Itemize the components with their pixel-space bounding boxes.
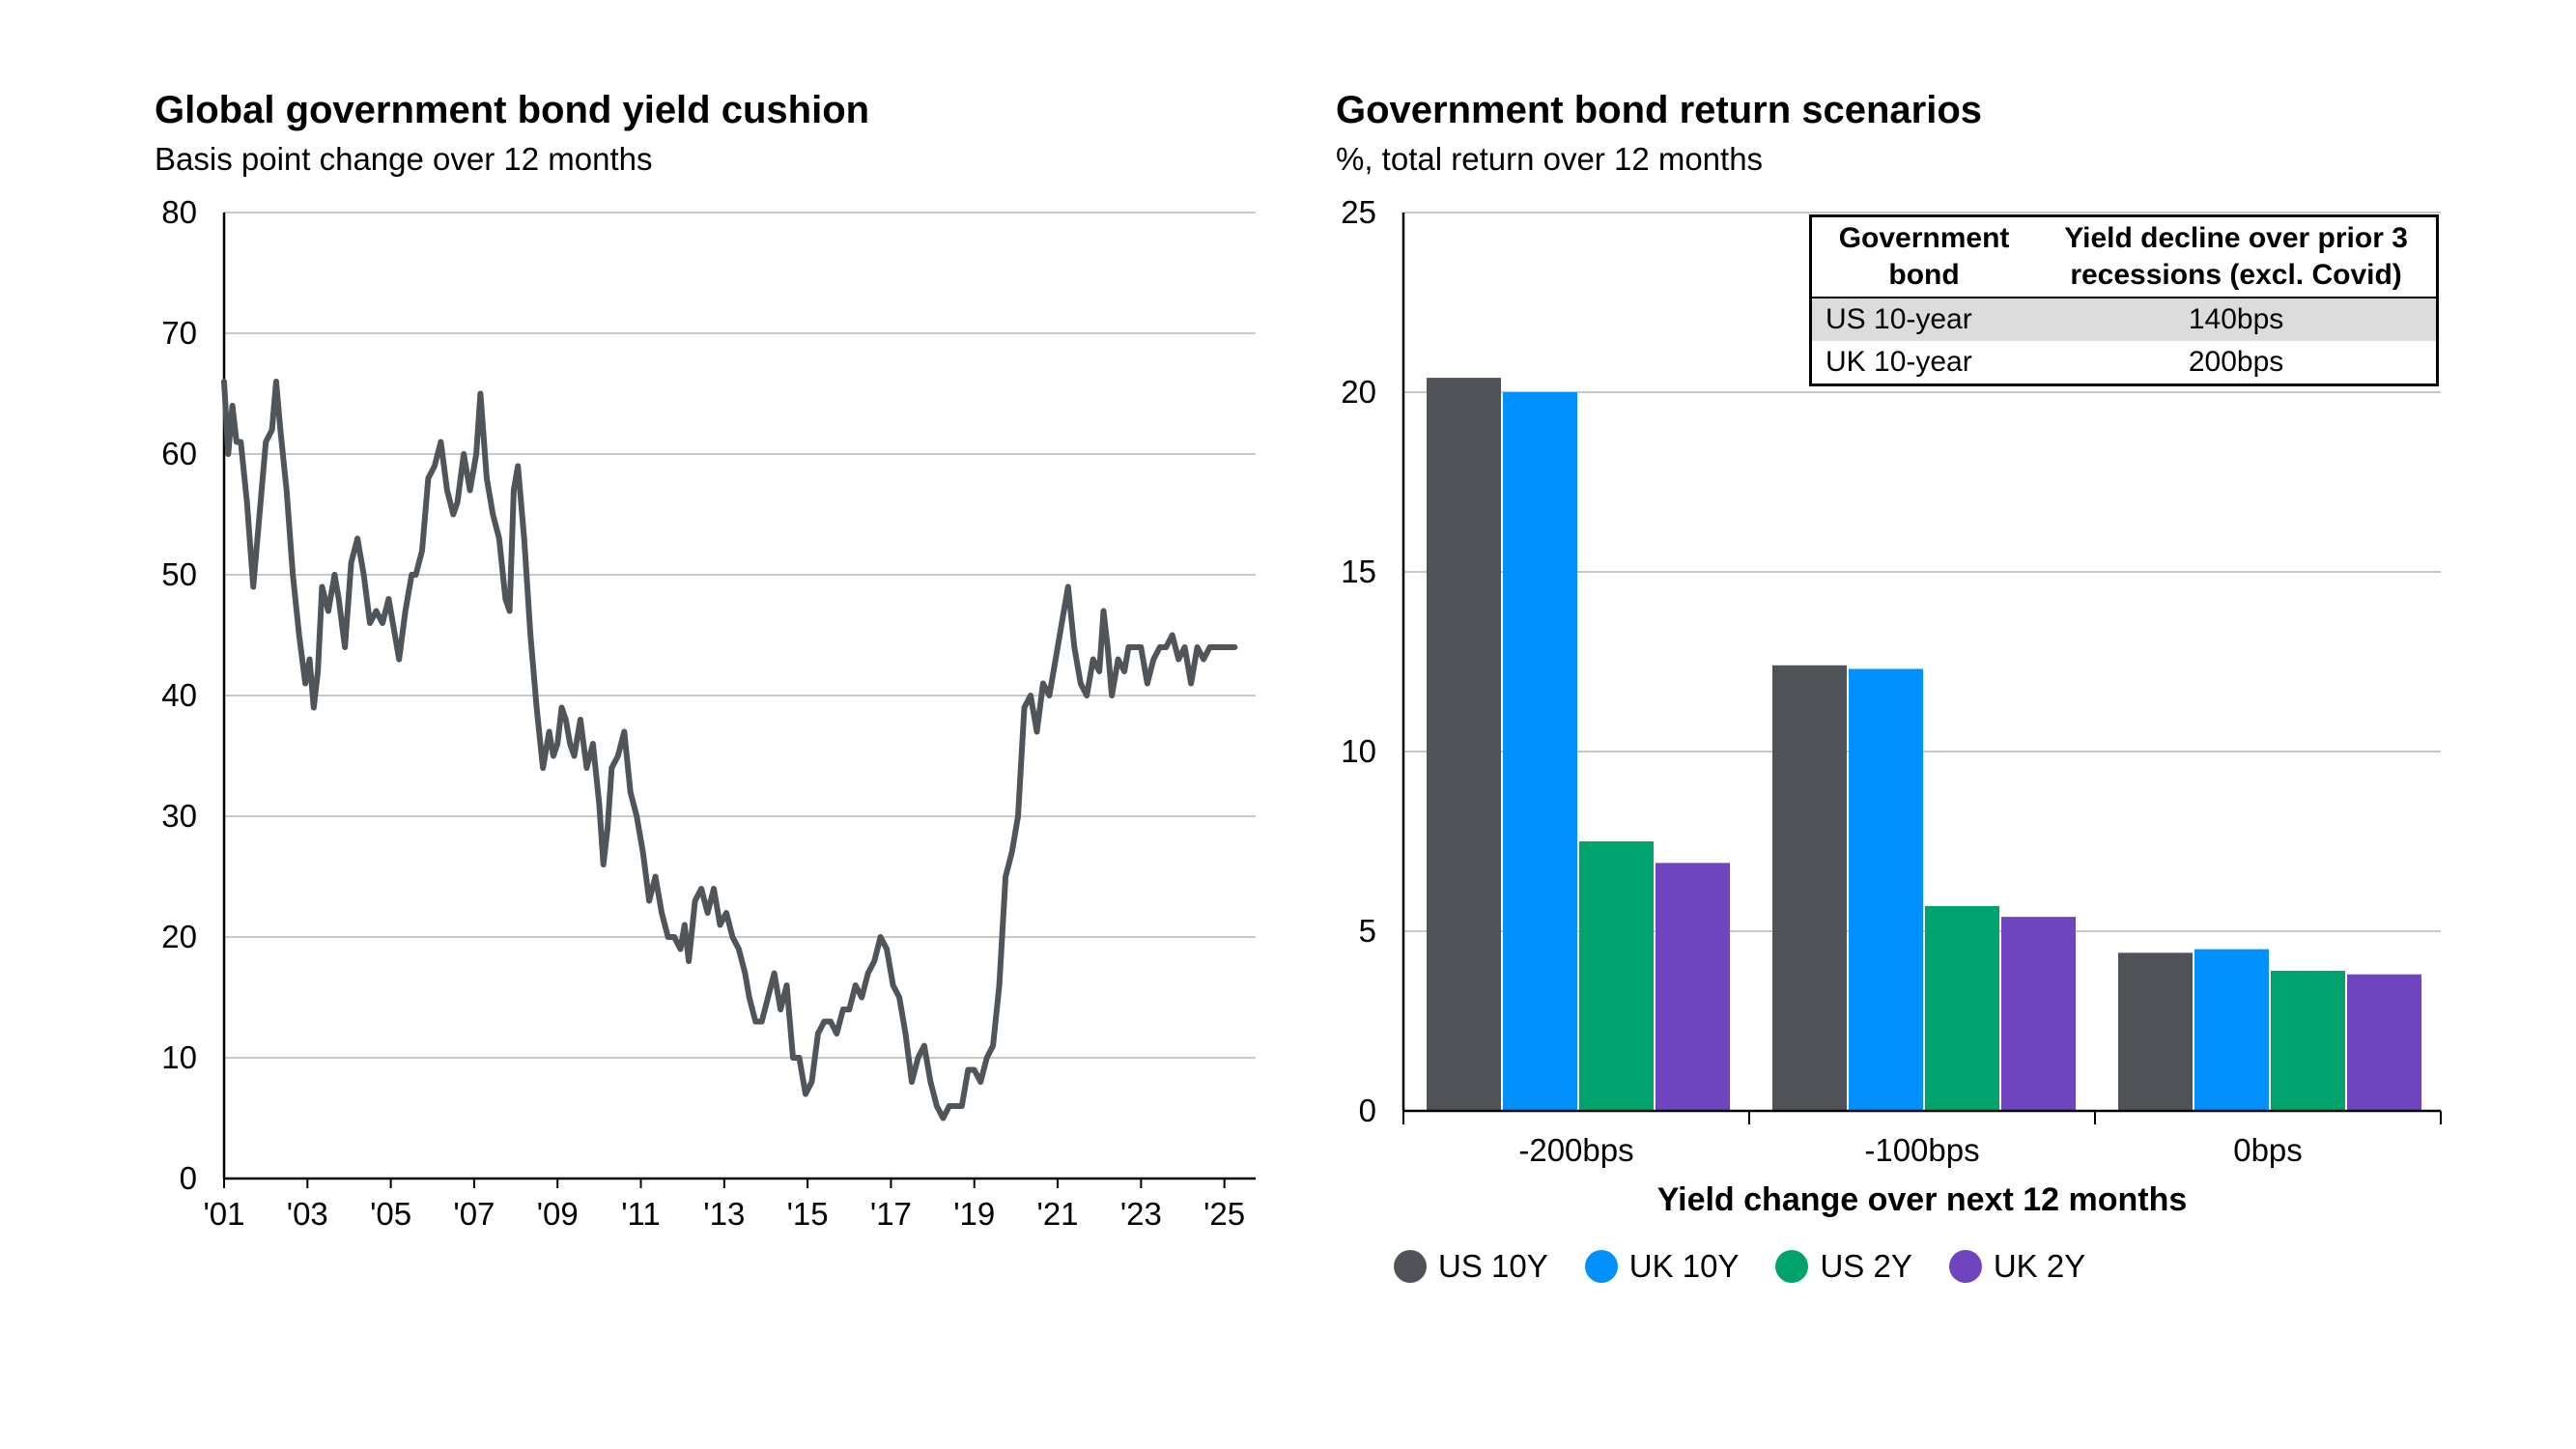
y-tick-label: 5 (1359, 913, 1376, 949)
y-tick-label: 20 (1341, 374, 1376, 410)
y-tick-label: 60 (161, 436, 197, 471)
y-tick-label: 30 (161, 798, 197, 834)
table-cell-bond: UK 10-year (1826, 346, 1972, 378)
legend-item: US 2Y (1775, 1248, 1912, 1285)
legend-label: US 10Y (1438, 1248, 1548, 1284)
legend-swatch (1394, 1250, 1427, 1283)
left-chart-title: Global government bond yield cushion (155, 89, 870, 131)
x-tick-label: 0bps (2233, 1132, 2303, 1168)
bar (1772, 665, 1847, 1111)
bar (1503, 392, 1577, 1111)
bar (1849, 668, 1923, 1111)
legend-item: UK 2Y (1948, 1248, 2086, 1285)
x-tick-label: '07 (453, 1196, 495, 1232)
table-header-bond: Government bond (1810, 215, 2037, 298)
x-tick-label: '05 (370, 1196, 411, 1232)
y-tick-label: 10 (1341, 733, 1376, 769)
bar (2118, 952, 2193, 1111)
x-tick-label: '09 (537, 1196, 579, 1232)
table-row: US 10-year 140bps (1810, 298, 2438, 341)
legend-swatch (1584, 1250, 1618, 1283)
y-tick-label: 40 (161, 677, 197, 713)
y-tick-label: 15 (1341, 554, 1376, 589)
bar (1925, 905, 1999, 1111)
bar (2001, 917, 2076, 1111)
table-row: UK 10-year 200bps (1811, 341, 2438, 385)
x-tick-label: '17 (870, 1196, 912, 1232)
bar (2194, 949, 2269, 1111)
x-tick-label: '19 (953, 1196, 995, 1232)
x-tick-label: '25 (1203, 1196, 1245, 1232)
right-chart-subtitle: %, total return over 12 months (1336, 141, 1764, 177)
table-cell-decline: 200bps (2188, 346, 2284, 378)
x-tick-label: '23 (1120, 1196, 1162, 1232)
bar (1656, 863, 1730, 1111)
legend-swatch (1775, 1250, 1809, 1283)
x-tick-label: '11 (621, 1196, 661, 1232)
y-tick-label: 80 (161, 194, 197, 230)
x-tick-label: -100bps (1864, 1132, 1979, 1168)
left-line-chart: 0 10 20 30 40 50 60 70 80 '01 '03 '05 '07 '09 '11 '13 '1… (161, 194, 1256, 1232)
legend-label: US 2Y (1820, 1248, 1912, 1284)
y-tick-label: 0 (180, 1160, 197, 1196)
x-tick-label: '21 (1037, 1196, 1079, 1232)
bar (2347, 974, 2421, 1111)
legend-label: UK 10Y (1628, 1248, 1740, 1284)
x-tick-label: '01 (203, 1196, 244, 1232)
legend-label: UK 2Y (1993, 1248, 2086, 1284)
x-tick-label: -200bps (1518, 1132, 1633, 1168)
x-tick-label: '03 (287, 1196, 328, 1232)
table-header-decline: Yield decline over prior 3 recessions (e… (2036, 215, 2438, 298)
bar (2271, 970, 2345, 1111)
x-axis-title: Yield change over next 12 months (1657, 1181, 2188, 1218)
bar-chart-legend: US 10Y UK 10Y US 2Y UK 2Y (1394, 1248, 2122, 1285)
y-tick-label: 70 (161, 315, 197, 351)
yield-cushion-line (221, 379, 1238, 1122)
y-tick-label: 50 (161, 556, 197, 592)
legend-swatch (1948, 1250, 1982, 1283)
legend-item: US 10Y (1394, 1248, 1548, 1285)
table-cell-bond: US 10-year (1810, 298, 2037, 341)
bar (1579, 841, 1654, 1111)
bar (1427, 378, 1501, 1111)
right-chart-title: Government bond return scenarios (1336, 89, 1983, 131)
y-tick-label: 0 (1359, 1093, 1376, 1128)
legend-item: UK 10Y (1584, 1248, 1740, 1285)
y-tick-label: 20 (161, 919, 197, 954)
x-tick-label: '13 (703, 1196, 745, 1232)
table-cell-decline: 140bps (2036, 298, 2438, 341)
x-tick-label: '15 (787, 1196, 829, 1232)
y-tick-label: 25 (1341, 194, 1376, 230)
y-tick-label: 10 (161, 1039, 197, 1075)
recession-yield-table: Government bond Yield decline over prior… (1809, 214, 2439, 386)
left-chart-subtitle: Basis point change over 12 months (155, 141, 653, 177)
